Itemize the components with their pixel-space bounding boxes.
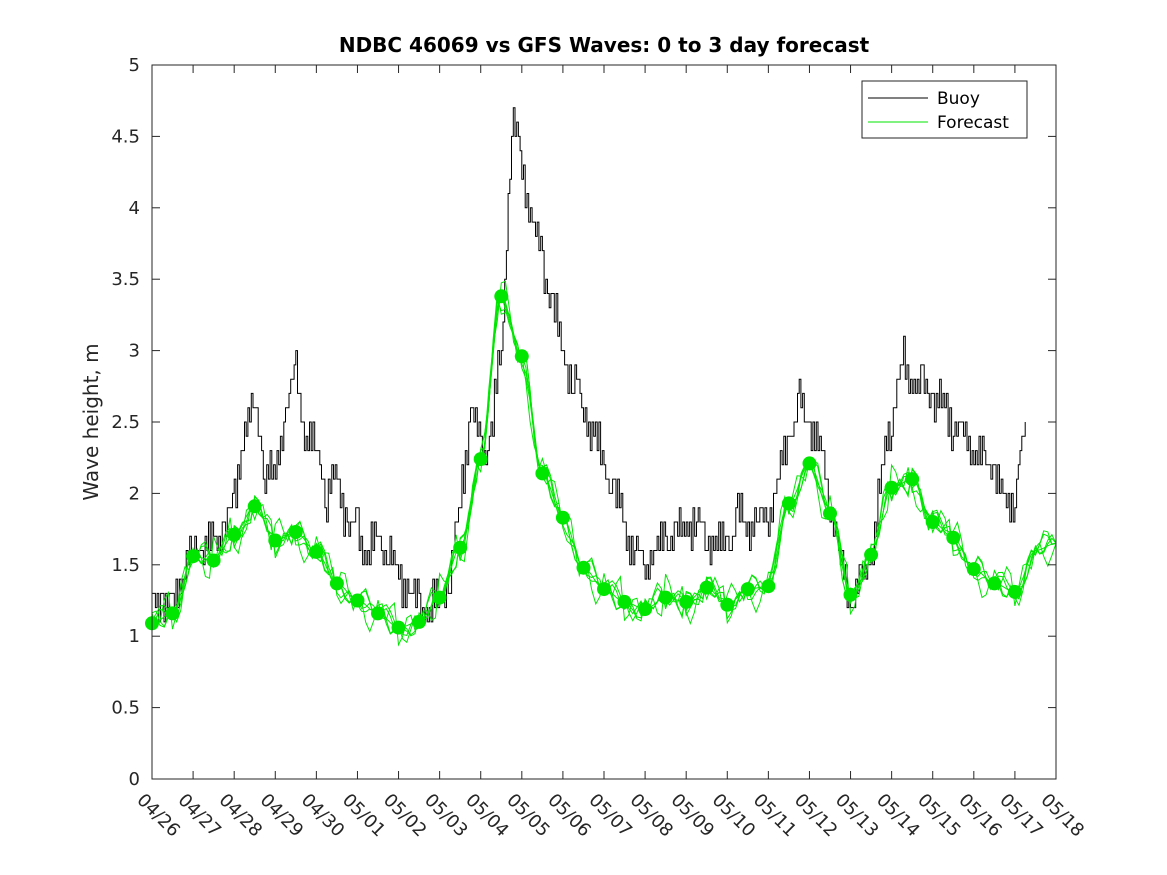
forecast-init-point (494, 289, 509, 304)
y-tick-label: 5 (129, 55, 140, 76)
forecast-init-point (966, 562, 981, 577)
forecast-init-point (432, 590, 447, 605)
forecast-init-point (288, 525, 303, 539)
series-buoy-line (152, 107, 1026, 623)
forecast-init-point (391, 620, 406, 635)
y-tick-label: 4.5 (111, 126, 140, 147)
forecast-init-point (761, 579, 776, 594)
forecast-init-point (864, 547, 879, 562)
forecast-init-point (268, 533, 283, 548)
forecast-init-point (576, 560, 591, 575)
forecast-init-point (905, 472, 920, 487)
forecast-init-point (186, 549, 201, 564)
forecast-init-point (165, 606, 180, 621)
forecast-init-point (227, 527, 242, 542)
forecast-init-point (412, 614, 427, 629)
forecast-init-point (720, 597, 735, 612)
forecast-init-point (555, 510, 570, 525)
forecast-init-point (884, 480, 899, 495)
y-tick-label: 3 (129, 341, 140, 362)
forecast-init-point (514, 349, 529, 364)
forecast-init-point (781, 496, 796, 511)
series-layer (145, 107, 1057, 647)
forecast-init-point (535, 466, 550, 481)
forecast-init-point (658, 590, 673, 605)
y-axis-label: Wave height, m (79, 343, 103, 500)
forecast-init-point (823, 506, 837, 521)
forecast-init-point (843, 587, 858, 602)
legend-box (861, 80, 1028, 139)
forecast-init-point (802, 456, 817, 471)
forecast-init-point (1007, 584, 1022, 599)
forecast-init-point (371, 606, 385, 621)
y-tick-label: 1 (129, 626, 140, 647)
forecast-init-point (987, 576, 1002, 591)
y-tick-label: 0 (129, 769, 140, 790)
plot-area (152, 65, 1056, 779)
forecast-init-point (206, 553, 221, 568)
forecast-init-point (925, 515, 940, 529)
forecast-init-point (740, 582, 755, 597)
forecast-init-point (597, 582, 611, 597)
forecast-init-point (247, 499, 262, 514)
forecast-init-point (350, 593, 365, 608)
chart-title: NDBC 46069 vs GFS Waves: 0 to 3 day fore… (339, 33, 870, 57)
legend-label-buoy: Buoy (937, 89, 980, 109)
y-tick-label: 0.5 (111, 698, 140, 719)
forecast-init-point (329, 576, 344, 591)
forecast-init-point (638, 602, 653, 617)
forecast-init-point (453, 540, 468, 555)
forecast-init-point (309, 544, 324, 559)
legend: Buoy Forecast (861, 80, 1028, 139)
forecast-init-point (679, 594, 694, 609)
forecast-init-point (473, 452, 488, 467)
legend-label-forecast: Forecast (937, 113, 1009, 133)
forecast-init-point (617, 594, 632, 609)
y-tick-label: 2 (129, 483, 140, 504)
forecast-init-point (699, 580, 714, 595)
y-tick-label: 1.5 (111, 555, 140, 576)
y-tick-label: 4 (129, 198, 140, 219)
forecast-init-point (946, 530, 961, 545)
y-tick-label: 3.5 (111, 269, 140, 290)
y-tick-label: 2.5 (111, 412, 140, 433)
